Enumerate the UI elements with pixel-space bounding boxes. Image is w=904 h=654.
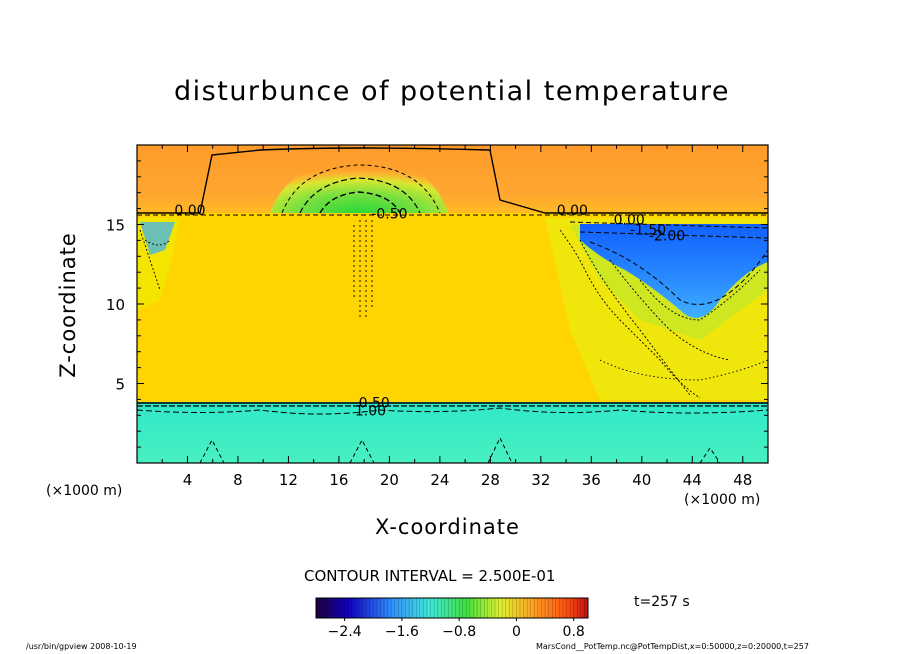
contour-label: 0.00 — [174, 203, 205, 219]
contour-label: -2.00 — [649, 229, 685, 245]
colorbar-tick-label: −2.4 — [328, 624, 362, 640]
contour-label: -0.50 — [371, 206, 407, 222]
time-label: t=257 s — [634, 594, 690, 610]
contour-label: -1.50 — [630, 222, 666, 238]
y-tick-label: 15 — [106, 217, 125, 235]
y-tick-label: 5 — [115, 376, 125, 394]
x-tick-label: 4 — [183, 471, 193, 489]
colorbar-stripes — [319, 598, 589, 618]
chart-title: disturbunce of potential temperature — [174, 76, 730, 107]
zero-contour-line — [137, 147, 768, 214]
heatmap-field — [137, 145, 768, 463]
footer-left: /usr/bin/gpview 2008-10-19 — [26, 642, 137, 651]
contour-interval-label: CONTOUR INTERVAL = 2.500E-01 — [304, 567, 556, 585]
turbulent-scribbles — [139, 220, 768, 399]
colorbar-tick-label: −1.6 — [385, 624, 419, 640]
cold-pool — [580, 224, 768, 318]
lower-wavy-contour — [137, 407, 768, 415]
x-unit-label-left: (×1000 m) — [46, 483, 123, 499]
y-tick-label: 10 — [106, 296, 125, 314]
x-tick-label: 32 — [531, 471, 550, 489]
x-tick-label: 12 — [279, 471, 298, 489]
colorbar-ticks: −2.4 −1.6 −0.8 0 0.8 — [328, 618, 585, 640]
contour-labels: 0.00 -0.50 0.000.00-1.50-2.000.501.00 — [174, 203, 685, 419]
dome-contour-3 — [319, 191, 401, 214]
contour-label: 0.00 — [557, 203, 588, 219]
colorbar-tick-label: 0 — [512, 624, 521, 640]
left-corner-cold — [140, 222, 175, 255]
x-tick-label: 16 — [329, 471, 348, 489]
footer-right: MarsCond__PotTemp.nc@PotTempDist,x=0:500… — [536, 642, 809, 651]
y-axis-label: Z-coordinate — [56, 232, 80, 378]
x-tick-label: 48 — [733, 471, 752, 489]
green-dome — [270, 158, 448, 213]
contour-label: 1.00 — [355, 404, 386, 420]
x-tick-label: 8 — [233, 471, 243, 489]
contour-label: 0.50 — [359, 396, 390, 412]
colorbar-tick-label: −0.8 — [442, 624, 476, 640]
x-tick-label: 36 — [582, 471, 601, 489]
x-axis-label: X-coordinate — [375, 515, 520, 539]
colorbar-tick-label: 0.8 — [563, 624, 585, 640]
x-tick-label: 20 — [380, 471, 399, 489]
x-tick-label: 44 — [683, 471, 702, 489]
x-unit-label-right: (×1000 m) — [684, 492, 761, 508]
contour-label: 0.00 — [614, 213, 645, 229]
x-tick-label: 40 — [632, 471, 651, 489]
upper-layer — [137, 145, 768, 218]
x-tick-label: 24 — [430, 471, 449, 489]
cold-pool-contour — [569, 221, 768, 305]
x-tick-label: 28 — [481, 471, 500, 489]
dome-contour-2 — [299, 177, 421, 214]
